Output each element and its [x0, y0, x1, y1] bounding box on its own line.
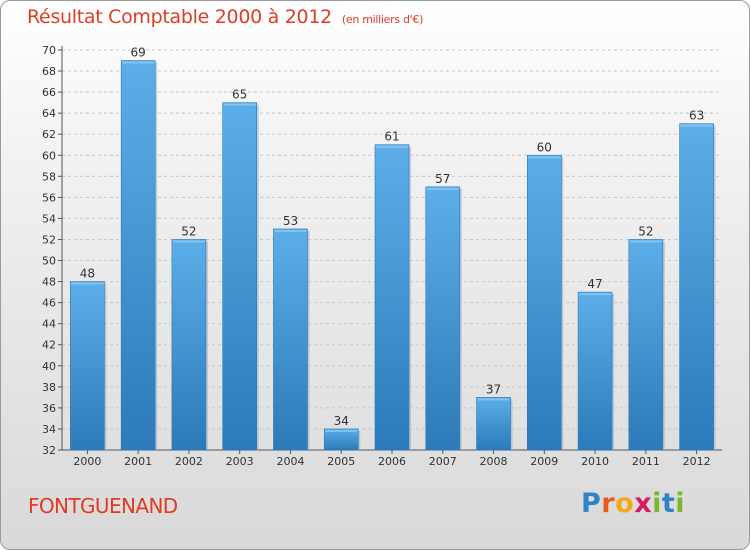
bar-highlight: [477, 398, 510, 401]
y-tick-label: 32: [42, 444, 56, 457]
bar-highlight: [223, 103, 256, 106]
place-name: FONTGUENAND: [28, 494, 178, 518]
bar-2004: [273, 228, 308, 451]
chart-title: Résultat Comptable 2000 à 2012 (en millie…: [27, 6, 423, 28]
chart-title-text: Résultat Comptable 2000 à 2012: [27, 6, 332, 28]
x-tick-label: 2007: [429, 455, 457, 468]
logo-letter: i: [675, 488, 686, 519]
logo-letter: r: [601, 488, 616, 519]
y-tick-label: 50: [42, 255, 56, 268]
y-tick-label: 36: [42, 402, 56, 415]
bar-highlight: [122, 61, 155, 64]
bar-2012: [679, 123, 714, 451]
x-tick-label: 2006: [378, 455, 406, 468]
bar-2010: [577, 291, 613, 451]
bar-2002: [171, 239, 207, 451]
value-label: 47: [587, 277, 602, 291]
value-label: 57: [435, 172, 450, 186]
bar-highlight: [579, 293, 612, 296]
x-tick-label: 2012: [683, 455, 711, 468]
bar-highlight: [172, 240, 205, 243]
x-tick-label: 2005: [327, 455, 355, 468]
y-tick-label: 62: [42, 128, 56, 141]
x-tick-label: 2004: [276, 455, 304, 468]
bar-highlight: [528, 156, 561, 159]
value-label: 65: [232, 88, 247, 102]
bar-highlight: [426, 187, 459, 190]
y-tick-label: 34: [42, 423, 56, 436]
y-tick-label: 66: [42, 86, 56, 99]
value-label: 53: [283, 214, 298, 228]
bar-highlight: [274, 229, 307, 232]
x-tick-label: 2008: [480, 455, 508, 468]
bar-layer: [70, 60, 716, 451]
value-label: 37: [486, 382, 501, 396]
bar-2006: [374, 144, 410, 451]
value-label: 63: [689, 109, 704, 123]
y-tick-label: 46: [42, 297, 56, 310]
value-label: 69: [131, 46, 146, 60]
bar-highlight: [629, 240, 662, 243]
x-tick-label: 2002: [175, 455, 203, 468]
bar-2007: [425, 186, 461, 451]
y-tick-label: 42: [42, 339, 56, 352]
y-tick-label: 68: [42, 65, 56, 78]
x-tick-label: 2001: [124, 455, 152, 468]
bar-highlight: [325, 429, 358, 432]
y-tick-label: 52: [42, 233, 56, 246]
y-tick-label: 70: [42, 44, 56, 57]
x-tick-label: 2000: [73, 455, 101, 468]
bar-2001: [120, 60, 156, 451]
x-tick-label: 2010: [581, 455, 609, 468]
bar-highlight: [71, 282, 104, 285]
value-label: 52: [181, 224, 196, 238]
y-tick-label: 40: [42, 360, 56, 373]
x-tick-label: 2003: [226, 455, 254, 468]
bar-2005: [323, 428, 359, 451]
logo-letter: P: [581, 488, 602, 519]
value-label: 34: [334, 414, 349, 428]
x-tick-label: 2011: [632, 455, 660, 468]
bar-2011: [628, 239, 664, 451]
chart-subtitle: (en milliers d'€): [341, 13, 424, 26]
logo-letter: t: [661, 488, 676, 519]
y-tick-label: 38: [42, 381, 56, 394]
value-label: 60: [537, 140, 552, 154]
y-tick-label: 44: [42, 318, 56, 331]
value-label: 61: [384, 130, 399, 144]
x-tick-label: 2009: [530, 455, 558, 468]
logo-letter: o: [615, 488, 635, 519]
bar-2003: [222, 102, 257, 451]
proxiti-logo: Proxiti: [581, 488, 685, 519]
label-layer: 48 69 52 65 53 34 61 57 37 60 47 52 63: [80, 46, 705, 428]
logo-letter: i: [652, 488, 662, 519]
y-tick-label: 58: [42, 170, 56, 183]
bar-2008: [476, 397, 511, 451]
y-tick-label: 56: [42, 191, 56, 204]
axis-layer: 32 34 36 38 40 42 44 46 48 50 52 54 56 58 60 62 64 66 68 70…: [42, 44, 722, 468]
bar-highlight: [376, 145, 408, 148]
y-tick-label: 60: [42, 149, 56, 162]
bar-2000: [70, 281, 105, 451]
value-label: 48: [80, 267, 95, 281]
y-tick-label: 54: [42, 212, 56, 225]
logo-letter: x: [634, 488, 653, 519]
y-tick-label: 64: [42, 107, 56, 120]
bar-highlight: [680, 124, 713, 127]
bar-2009: [527, 154, 562, 451]
y-tick-label: 48: [42, 276, 56, 289]
value-label: 52: [638, 224, 653, 238]
